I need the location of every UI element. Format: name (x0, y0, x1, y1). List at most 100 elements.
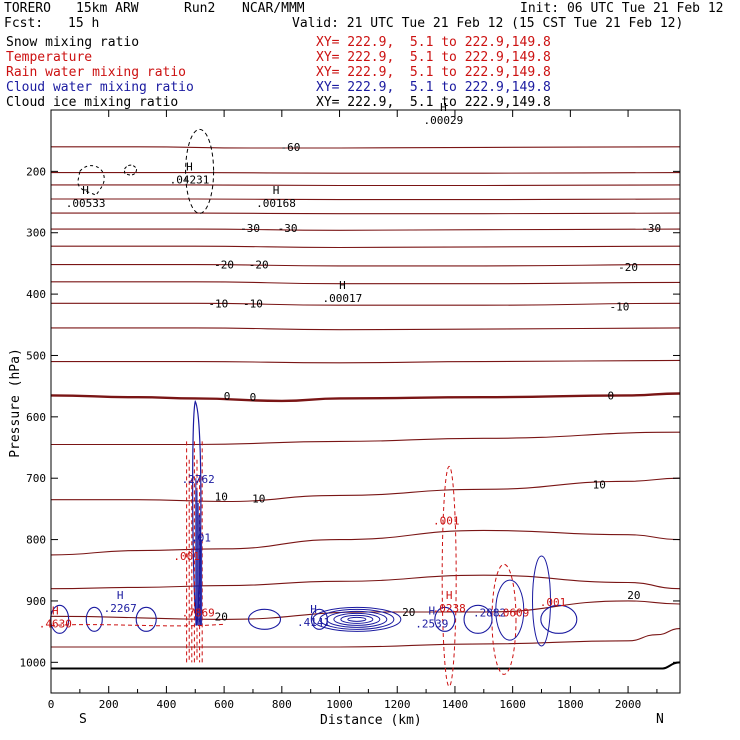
isotherm-line (51, 628, 681, 648)
terrain-line (51, 661, 681, 670)
y-tick-label: 300 (26, 227, 46, 240)
cloud-water-contour (247, 608, 282, 630)
isotherm-label: 10 (252, 492, 265, 505)
cloud-water-contour (347, 616, 367, 622)
cloud-water-contour (85, 606, 103, 632)
cloud-water-contour (333, 612, 381, 626)
x-tick-label: 200 (99, 698, 119, 711)
isotherm-label: -30 (278, 222, 298, 235)
extremum-marker: H (429, 604, 436, 617)
x-tick-label: 1400 (442, 698, 469, 711)
extremum-value: .4630 (39, 617, 72, 630)
extremum-marker: H (186, 161, 193, 174)
cloud-water-contour (312, 606, 402, 632)
cloud-water-contour (135, 606, 157, 632)
field-name-snow: Snow mixing ratio (6, 35, 140, 50)
extremum-marker: H (339, 279, 346, 292)
isotherm-line (50, 172, 681, 174)
extremum-marker: H (273, 184, 280, 197)
isotherm-label: -60 (281, 141, 301, 154)
isotherm-label: -20 (618, 261, 638, 274)
extremum-value: .00533 (66, 197, 106, 210)
isotherm-line (51, 245, 681, 249)
end-label-south: S (79, 712, 87, 727)
isotherm-label: -30 (641, 222, 661, 235)
extremum-value: .2539 (415, 617, 448, 630)
isotherm-line (51, 212, 681, 215)
extremum-marker: H (117, 589, 124, 602)
cloud-water-contour (319, 608, 395, 630)
isotherm-line (50, 302, 681, 306)
field-xy-rain: XY= 222.9, 5.1 to 222.9,149.8 (316, 65, 551, 80)
extremum-value: .2267 (104, 602, 137, 615)
extremum-marker: H (440, 101, 447, 114)
extremum-value: .2882 (473, 606, 506, 619)
extremum-value: .00029 (424, 114, 464, 127)
isotherm-line (50, 529, 681, 556)
y-tick-label: 200 (26, 165, 46, 178)
snow-contour (124, 164, 138, 176)
extremum-marker: H (310, 603, 317, 616)
end-label-north: N (656, 712, 664, 727)
isotherm-line (51, 327, 681, 331)
field-xy-temperature: XY= 222.9, 5.1 to 222.9,149.8 (316, 50, 551, 65)
isotherm-label: -20 (214, 259, 234, 272)
isotherm-label: 0 (607, 389, 614, 402)
x-tick-label: 0 (48, 698, 55, 711)
isotherm-line (50, 228, 681, 231)
model-name: TORERO (4, 1, 51, 16)
field-name-cloud-water: Cloud water mixing ratio (6, 80, 194, 95)
extremum-marker: H (52, 604, 59, 617)
isotherm-line (50, 184, 681, 187)
isotherm-label: -20 (249, 259, 269, 272)
snow-contour (77, 165, 105, 197)
isotherm-label: 20 (215, 610, 228, 623)
cloud-ice-contour (185, 128, 215, 214)
x-tick-label: 1600 (499, 698, 526, 711)
init-time: Init: 06 UTC Tue 21 Feb 12 (520, 1, 724, 16)
isotherm-label: -10 (208, 297, 228, 310)
forecast-label: Fcst: (4, 16, 44, 31)
field-name-cloud-ice: Cloud ice mixing ratio (6, 95, 179, 110)
y-axis-title: Pressure (hPa) (8, 348, 23, 458)
isotherm-label: -10 (609, 300, 629, 313)
x-tick-label: 400 (156, 698, 176, 711)
isotherm-line (50, 392, 681, 403)
isotherm-line (51, 359, 681, 364)
field-xy-snow: XY= 222.9, 5.1 to 222.9,149.8 (316, 35, 551, 50)
extremum-value: .00017 (323, 292, 363, 305)
extremum-marker: H (446, 589, 453, 602)
isotherm-line (51, 431, 681, 446)
cloud-water-contour (495, 579, 525, 641)
cloud-water-contour (340, 614, 374, 624)
rain-contour (491, 563, 517, 675)
isotherm-label: 20 (402, 606, 415, 619)
extremum-value: .001 (433, 514, 460, 527)
field-name-rain: Rain water mixing ratio (6, 65, 187, 80)
cloud-water-contour (532, 555, 552, 647)
extremum-value: .04231 (170, 174, 210, 187)
y-tick-label: 700 (26, 472, 46, 485)
isotherm-label: 0 (250, 391, 257, 404)
y-tick-label: 400 (26, 288, 46, 301)
isotherm-label: 10 (593, 478, 606, 491)
field-xy-cloud-water: XY= 222.9, 5.1 to 222.9,149.8 (316, 80, 551, 95)
extremum-value: .7869 (182, 606, 215, 619)
x-axis-title: Distance (km) (320, 713, 422, 728)
extremum-value: .2762 (182, 473, 215, 486)
forecast-hour: 15 h (68, 16, 100, 31)
isotherm-line (50, 146, 681, 149)
x-tick-label: 600 (214, 698, 234, 711)
extremum-value: .001 (173, 550, 200, 563)
model-center: NCAR/MMM (242, 1, 305, 16)
x-tick-label: 2000 (615, 698, 642, 711)
field-xy-cloud-ice: XY= 222.9, 5.1 to 222.9,149.8 (316, 95, 551, 110)
x-tick-label: 1200 (384, 698, 411, 711)
extremum-value: .00168 (256, 197, 296, 210)
isotherm-label: -30 (240, 222, 260, 235)
isotherm-line (51, 264, 681, 267)
extremum-value: .0238 (433, 602, 466, 615)
cloud-water-contour (463, 604, 493, 634)
extremum-value: .01 (191, 531, 211, 544)
